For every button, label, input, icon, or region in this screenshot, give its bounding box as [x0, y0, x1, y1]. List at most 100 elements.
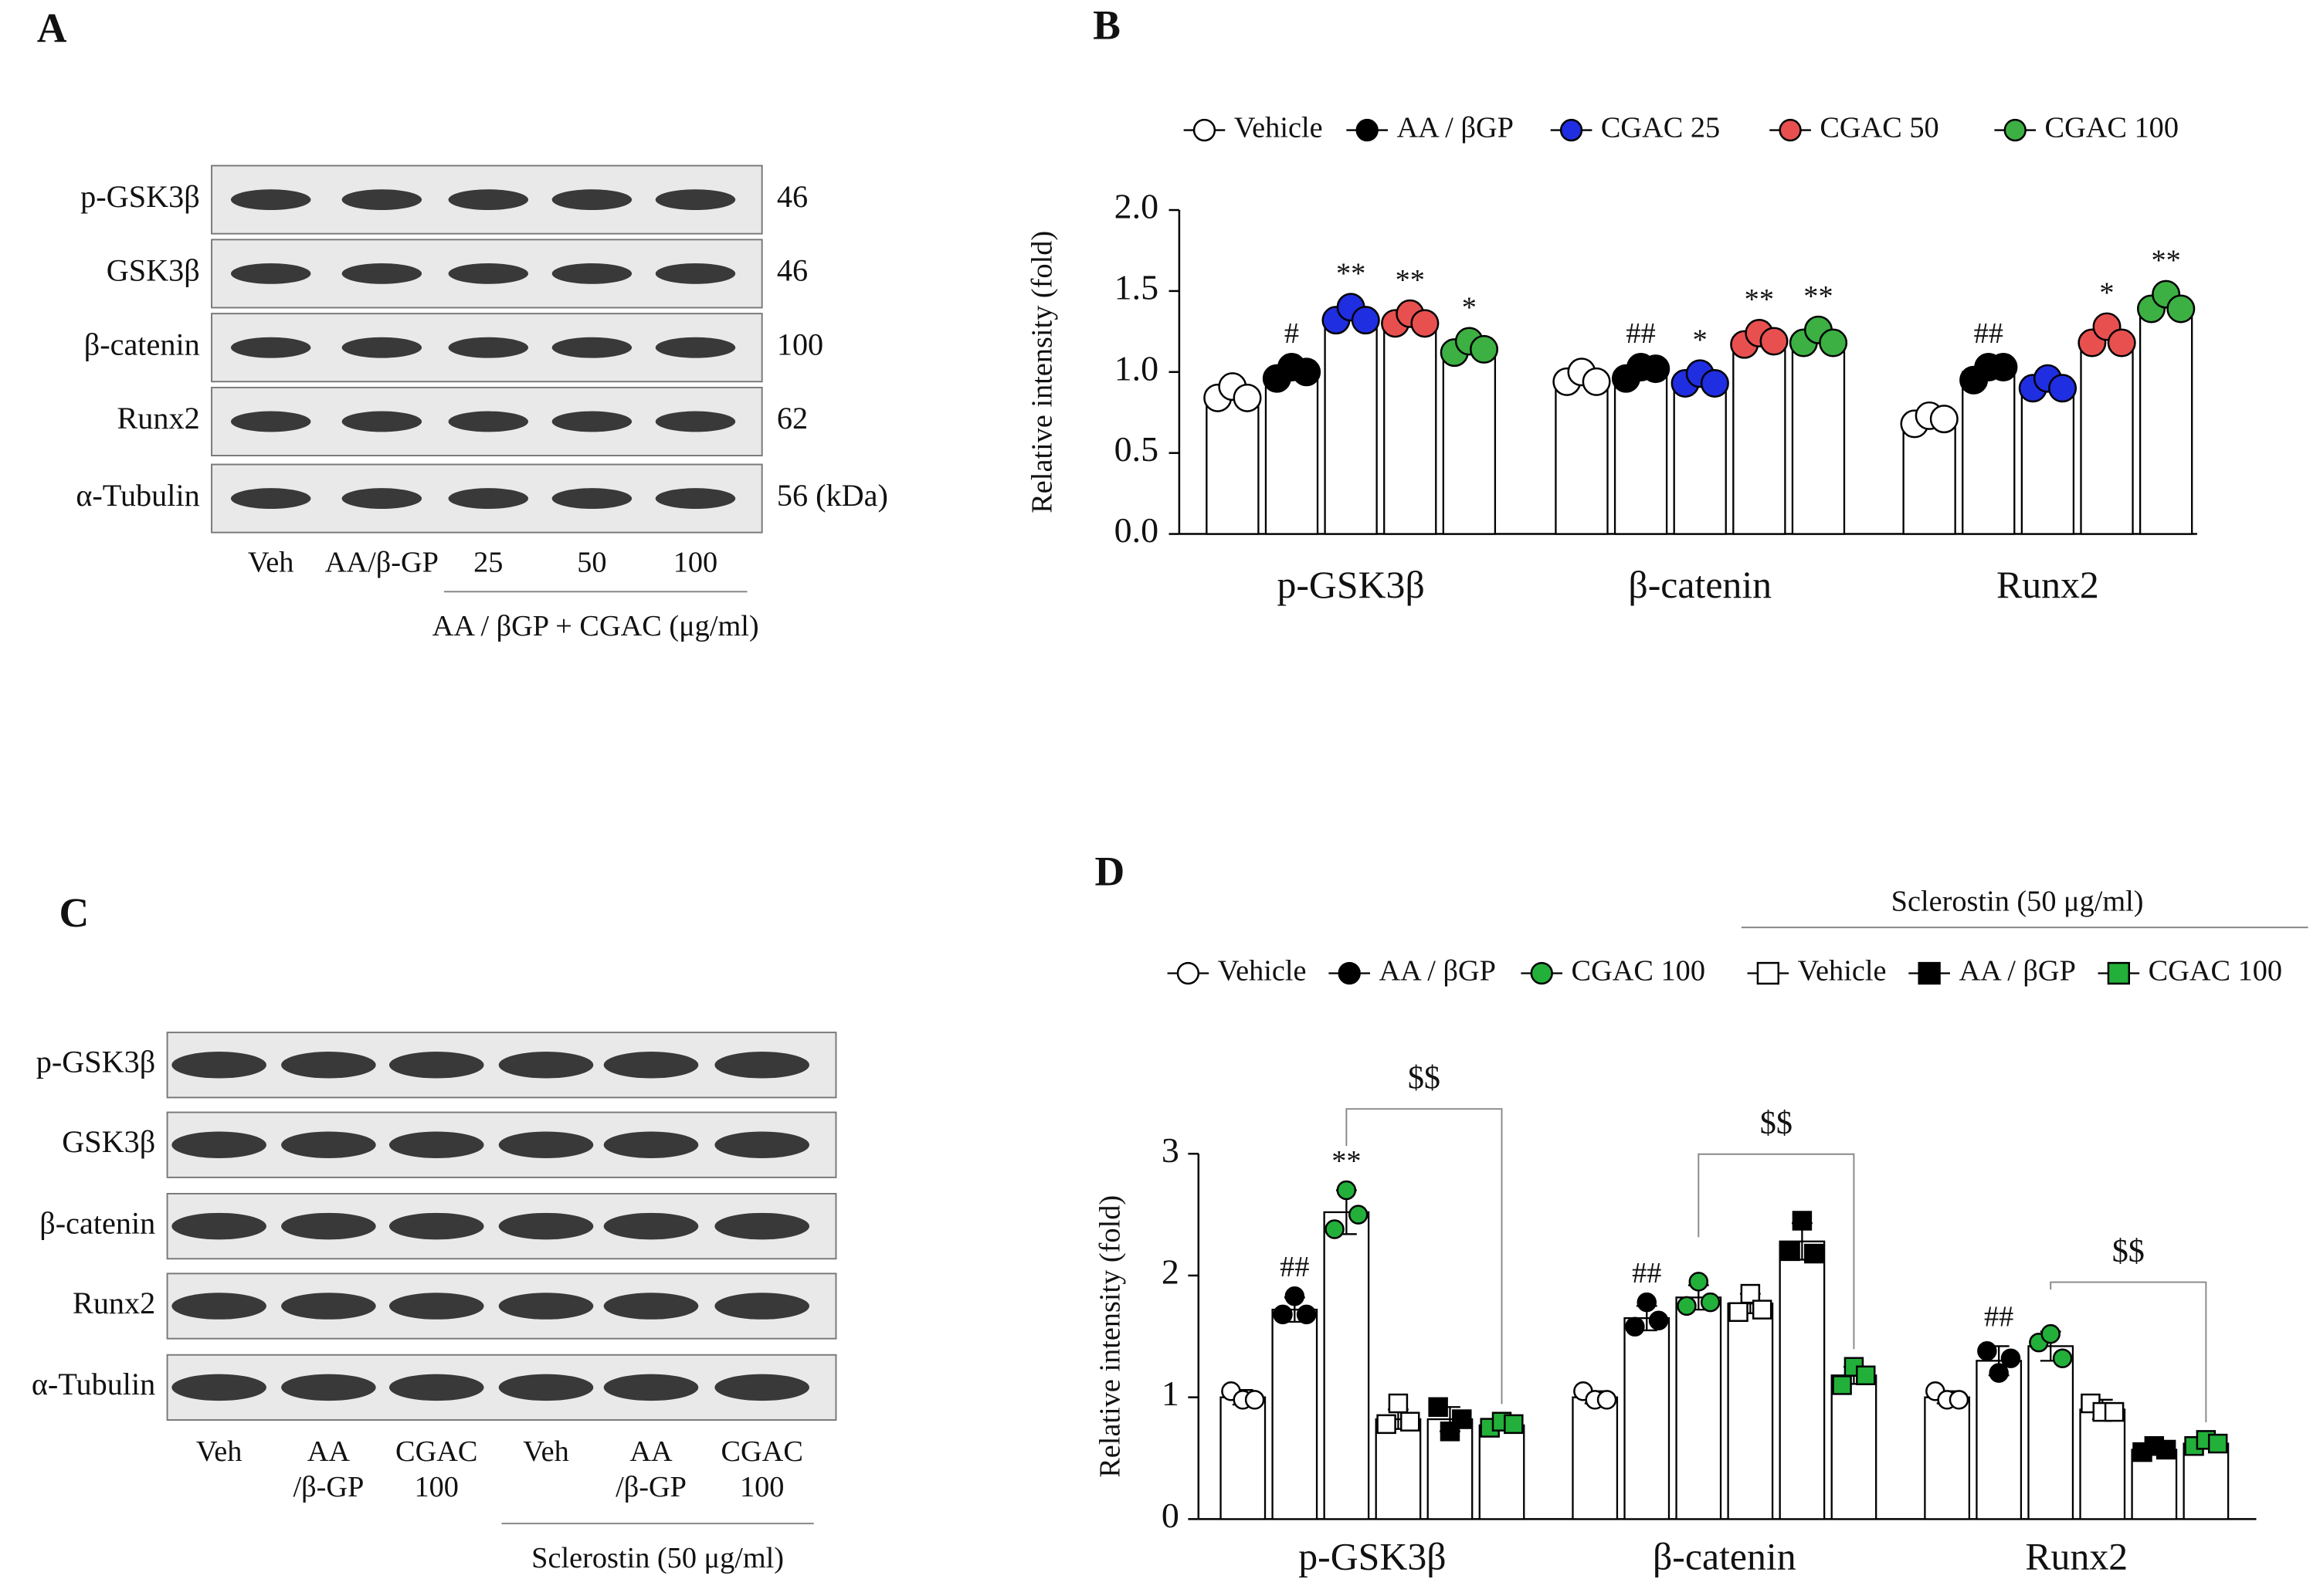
lane-label: 50 [577, 547, 606, 579]
bar [1924, 1396, 1971, 1520]
bar [2080, 337, 2134, 535]
legend-marker [1338, 961, 1361, 985]
data-point [1400, 1411, 1420, 1432]
data-point [1648, 1310, 1669, 1331]
blot-band [281, 1131, 376, 1158]
blot-band [448, 189, 529, 211]
x-category-label: β-catenin [1653, 1535, 1796, 1577]
data-point [1348, 1205, 1369, 1225]
bar [1264, 371, 1319, 535]
x-category-label: Runx2 [2025, 1535, 2128, 1577]
significance-label: ** [1396, 264, 1425, 296]
data-point [1284, 1286, 1305, 1306]
blot-size-label: 46 [777, 179, 808, 214]
comparison-bracket [1698, 1153, 1855, 1350]
blot-band [655, 488, 736, 509]
data-point [1641, 354, 1670, 384]
blot-row-label: β-catenin [39, 1205, 155, 1240]
blot-band [603, 1131, 699, 1158]
blot-band [281, 1052, 376, 1079]
blot-band [388, 1131, 484, 1158]
x-category-label: β-catenin [1628, 564, 1772, 606]
data-point [1700, 1292, 1721, 1313]
legend-label: CGAC 100 [2149, 954, 2282, 987]
blot-band [388, 1374, 484, 1401]
legend-marker [2107, 961, 2131, 985]
bar [1727, 1303, 1774, 1520]
bar [1442, 347, 1497, 535]
data-point [1336, 1180, 1357, 1201]
y-tick-label: 1.0 [1114, 348, 1158, 388]
data-point [1410, 309, 1440, 338]
legend-marker [1176, 961, 1200, 985]
blot-size-label: 56 (kDa) [777, 478, 888, 513]
data-point [1376, 1414, 1396, 1435]
blot-band [171, 1293, 266, 1320]
blot-band [448, 337, 529, 358]
blot-band [281, 1212, 376, 1240]
blot-band [281, 1374, 376, 1401]
data-point [1596, 1390, 1617, 1410]
blot-band [171, 1212, 266, 1240]
blot-row-label: Runx2 [117, 401, 199, 435]
significance-label: * [1693, 324, 1708, 356]
blot-band [341, 488, 422, 509]
bar [1962, 371, 2016, 535]
bar [1271, 1308, 1318, 1520]
significance-label: ## [1974, 317, 2003, 350]
bar [1206, 394, 1260, 535]
legend-label: Vehicle [1234, 111, 1323, 144]
lane-label: AA [307, 1435, 351, 1468]
data-point [1819, 328, 1848, 357]
data-point [1803, 1243, 1824, 1264]
data-point [1740, 1283, 1761, 1304]
y-tick-label: 1 [1162, 1374, 1179, 1413]
data-point [1470, 334, 1499, 364]
blot-band [230, 488, 311, 509]
blot-band [551, 337, 633, 358]
significance-label: ** [1745, 283, 1774, 316]
lane-label: 100 [673, 547, 717, 579]
significance-label: ## [1632, 1257, 1661, 1289]
legend-label: AA / βGP [1959, 954, 2075, 987]
legend-label: AA / βGP [1379, 954, 1496, 987]
bracket-label: $$ [1760, 1105, 1793, 1141]
y-tick-label: 1.5 [1114, 267, 1158, 307]
blot-band [230, 189, 311, 211]
blot-band [498, 1052, 594, 1079]
legend-label: CGAC 100 [1572, 954, 1705, 987]
bar [1791, 338, 1846, 535]
data-point [1780, 1241, 1800, 1262]
legend-marker [1918, 961, 1941, 985]
data-point [1273, 1304, 1293, 1325]
blot-band [448, 411, 529, 432]
blot-band [551, 488, 633, 509]
data-point [1929, 405, 1959, 434]
legend-label: Vehicle [1218, 954, 1307, 987]
y-tick-label: 3 [1162, 1130, 1179, 1170]
blot-band [714, 1293, 809, 1320]
legend-label: AA / βGP [1397, 111, 1514, 144]
legend-label: Vehicle [1798, 954, 1887, 987]
blot-band [171, 1131, 266, 1158]
data-point [1296, 1304, 1317, 1325]
blot-band [714, 1212, 809, 1240]
blot-band [230, 411, 311, 432]
blot-band [230, 337, 311, 358]
blot-band [551, 189, 633, 211]
bar [1673, 379, 1727, 535]
bar [1219, 1396, 1267, 1520]
legend-label: CGAC 25 [1601, 111, 1720, 144]
blot-caption: AA / βGP + CGAC (μg/ml) [432, 610, 759, 642]
blot-band [603, 1293, 699, 1320]
data-point [1700, 368, 1729, 398]
data-point [1949, 1390, 1969, 1410]
data-point [2104, 1401, 2125, 1422]
data-point [1832, 1375, 1852, 1395]
blot-band [603, 1374, 699, 1401]
data-point [2048, 374, 2077, 403]
bar [2139, 303, 2193, 535]
y-tick-label: 2 [1162, 1252, 1179, 1291]
panel-label: C [59, 889, 90, 936]
